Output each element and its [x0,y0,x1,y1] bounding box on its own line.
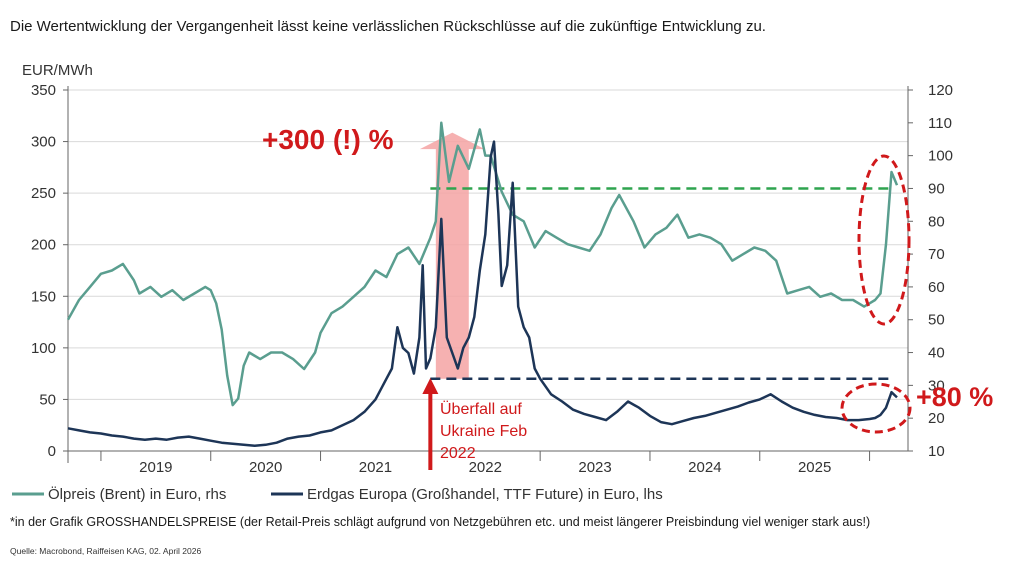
legend: Ölpreis (Brent) in Euro, rhs Erdgas Europ… [12,485,663,503]
left-tick-label: 250 [31,185,56,202]
highlight-ellipse-gas [840,382,912,434]
right-tick-label: 90 [928,180,945,197]
right-tick-label: 100 [928,148,953,165]
right-tick-label: 120 [928,82,953,99]
x-axis-ticks: 2019 2020 2021 2022 2023 2024 2025 [100,451,871,476]
series-lines [66,121,899,448]
annotation-invasion-line2: Ukraine Feb [440,423,527,440]
annotation-gas-increase: +80 % [916,382,993,412]
footnote-text: *in der Grafik GROSSHANDELSPREISE (der R… [10,515,871,529]
left-tick-label: 300 [31,134,56,151]
left-axis-ticks: 0 50 100 150 200 250 300 350 [31,82,68,460]
x-tick-label: 2023 [578,459,611,476]
left-tick-label: 100 [31,340,56,357]
x-tick-label: 2022 [469,459,502,476]
legend-label-gas: Erdgas Europa (Großhandel, TTF Future) i… [307,486,663,503]
right-tick-label: 50 [928,312,945,329]
x-tick-label: 2024 [688,459,721,476]
right-tick-label: 60 [928,279,945,296]
left-tick-label: 50 [39,391,56,408]
left-tick-label: 150 [31,288,56,305]
disclaimer-text: Die Wertentwicklung der Vergangenheit lä… [10,18,766,35]
left-tick-label: 0 [48,443,56,460]
right-tick-label: 10 [928,443,945,460]
annotation-invasion-line3: 2022 [440,445,476,462]
source-text: Quelle: Macrobond, Raiffeisen KAG, 02. A… [10,546,202,556]
left-tick-label: 200 [31,237,56,254]
x-tick-label: 2025 [798,459,831,476]
right-tick-label: 20 [928,410,945,427]
x-tick-label: 2020 [249,459,282,476]
left-axis-unit: EUR/MWh [22,62,93,79]
right-tick-label: 80 [928,213,945,230]
right-tick-label: 70 [928,246,945,263]
annotations: +300 (!) % Überfall auf Ukraine Feb 2022 +80… [262,124,993,470]
x-tick-label: 2019 [139,459,172,476]
left-tick-label: 350 [31,82,56,99]
annotation-invasion-line1: Überfall auf [440,400,522,418]
highlight-ellipse-oil [857,154,911,326]
invasion-arrow-head [422,378,439,394]
right-tick-label: 30 [928,377,945,394]
right-axis-ticks: 10 20 30 40 50 60 70 80 90 100 110 120 [908,82,953,460]
right-tick-label: 110 [928,115,952,132]
right-tick-label: 40 [928,345,945,362]
oil-series-line [66,121,899,407]
reference-lines [430,187,892,381]
gas-series-line [67,140,898,448]
legend-label-oil: Ölpreis (Brent) in Euro, rhs [48,485,226,503]
x-tick-label: 2021 [359,459,392,476]
annotation-oil-increase: +300 (!) % [262,124,394,155]
